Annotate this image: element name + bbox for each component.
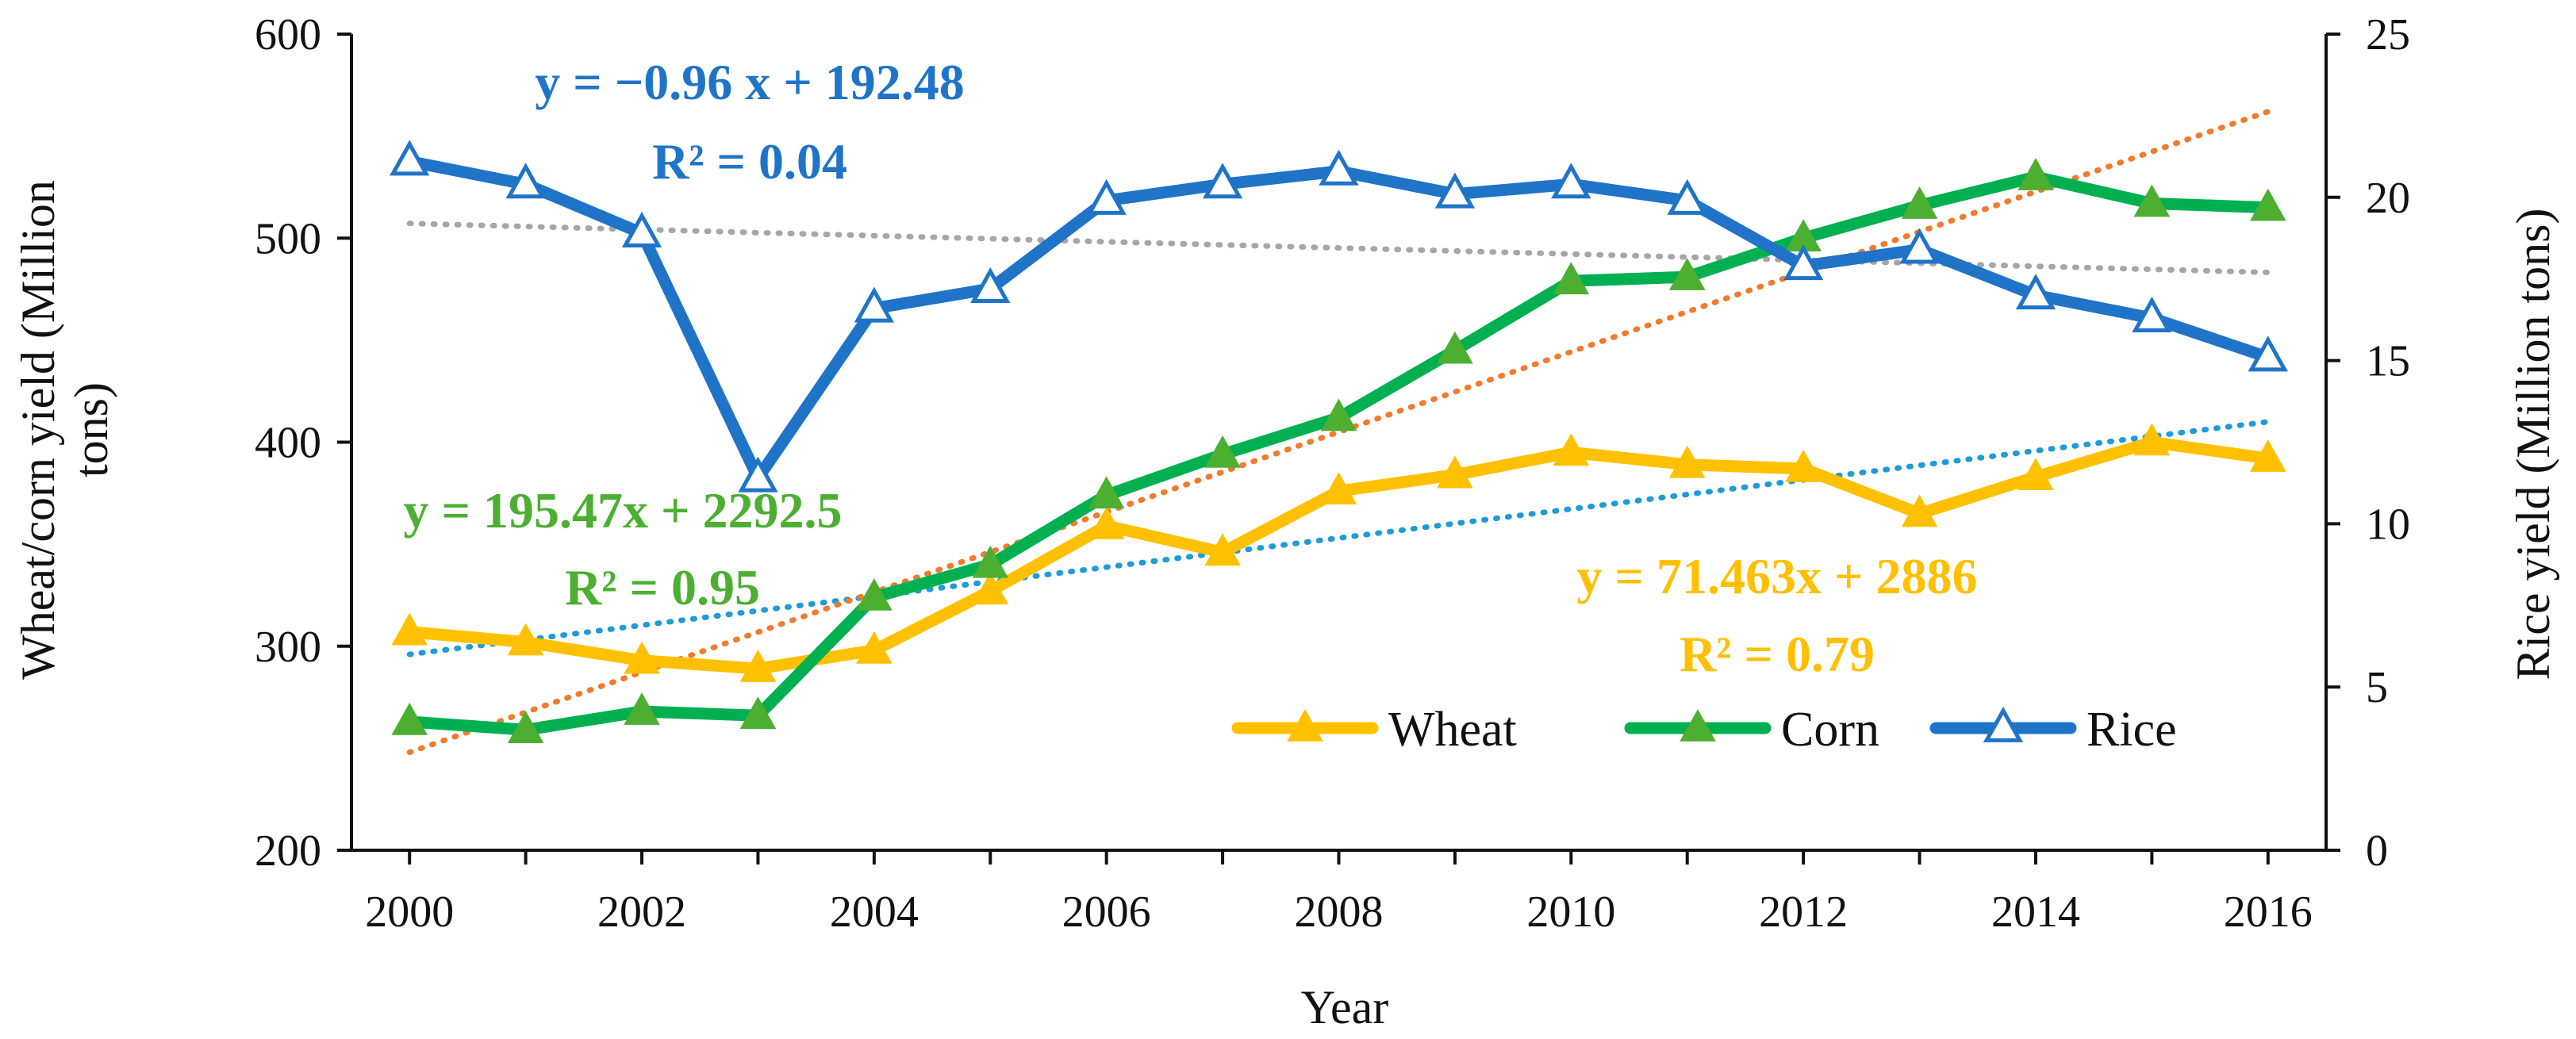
corn-point: [2249, 188, 2286, 221]
corn-point: [1437, 331, 1473, 364]
y-tick-label: 300: [255, 623, 321, 672]
rice-point: [2015, 274, 2056, 310]
corn-trend-r2: R² = 0.95: [565, 559, 760, 615]
rice-point: [505, 163, 546, 199]
wheat-point: [856, 631, 893, 664]
y-tick-label: 200: [255, 826, 321, 876]
wheat-point: [624, 641, 660, 674]
corn-line: [403, 171, 2275, 736]
wheat-point: [972, 572, 1009, 605]
rice-point: [1434, 172, 1476, 209]
y-axis-title-line2: tons): [65, 382, 117, 477]
corn-point: [1320, 398, 1357, 431]
corn-point: [1204, 435, 1241, 468]
rice-point: [1202, 163, 1243, 199]
wheat-point: [1088, 506, 1125, 539]
wheat-trend-r2: R² = 0.79: [1680, 626, 1875, 682]
wheat-point: [2249, 439, 2286, 472]
corn-point: [624, 692, 660, 725]
rice-point: [738, 456, 778, 493]
rice-point: [970, 266, 1011, 303]
rice-point: [390, 140, 430, 176]
rice-trendline: [406, 220, 2271, 275]
wheat-point: [507, 623, 544, 656]
corn-point: [972, 545, 1009, 578]
y2-tick-label: 0: [2366, 826, 2388, 876]
wheat-point: [1320, 472, 1357, 505]
wheat-point: [391, 612, 428, 646]
y2-tick-label: 15: [2366, 337, 2410, 386]
rice-trend-r2: R² = 0.04: [652, 133, 847, 190]
y2-tick-label: 10: [2366, 500, 2410, 549]
trendlines: [406, 109, 2271, 756]
x-tick-label: 2002: [597, 888, 686, 937]
wheat-point: [739, 650, 777, 682]
wheat-point: [1437, 455, 1473, 489]
wheat-point: [1785, 449, 1822, 482]
x-tick-label: 2004: [830, 888, 919, 937]
y2-tick-label: 25: [2366, 10, 2410, 59]
legend-rice-label: Rice: [2087, 703, 2177, 757]
legend-corn-label: Corn: [1781, 703, 1879, 757]
corn-point: [2017, 158, 2054, 190]
rice-point: [1783, 244, 1824, 281]
y-tick-label: 500: [255, 214, 321, 263]
rice-point: [1319, 149, 1359, 186]
wheat-point: [1901, 494, 1938, 527]
corn-point: [1553, 262, 1590, 295]
corn-point: [739, 696, 777, 730]
data-series: [390, 140, 2288, 744]
legend-wheat-marker: [1287, 709, 1323, 742]
corn-point: [1901, 186, 1938, 219]
rice-point: [1551, 163, 1591, 199]
legend-rice-marker: [1983, 706, 2024, 742]
corn-point: [391, 702, 428, 735]
rice-point: [1086, 178, 1127, 215]
rice-point: [2132, 296, 2172, 332]
legend: Wheat Corn Rice: [1231, 703, 2177, 757]
y2-tick-label: 5: [2366, 663, 2388, 712]
x-tick-label: 2006: [1062, 888, 1151, 937]
wheat-point: [1204, 533, 1241, 566]
rice-point: [621, 211, 662, 247]
wheat-point: [2133, 423, 2171, 456]
corn-point: [856, 578, 893, 611]
axes: 200 300 400 500 600 0 5 10 15 20 25 2000 2002 2004 200…: [255, 10, 2410, 937]
corn-trend-equation: y = 195.47x + 2292.5: [404, 482, 843, 539]
rice-trend-equation: y = −0.96 x + 192.48: [535, 54, 964, 110]
y-axis-title-line1: Wheat/corn yield (Million: [12, 180, 64, 680]
y-tick-label: 400: [255, 419, 321, 468]
rice-point: [2248, 335, 2288, 372]
wheat-point: [1668, 445, 1706, 478]
x-tick-label: 2008: [1295, 888, 1384, 937]
corn-point: [1785, 219, 1822, 252]
annotations: Year Wheat/corn yield (Million tons) Ric…: [12, 54, 2559, 1033]
legend-wheat-label: Wheat: [1388, 703, 1517, 757]
y-tick-label: 600: [255, 10, 321, 59]
rice-point: [1667, 178, 1707, 215]
x-tick-label: 2000: [365, 888, 454, 937]
wheat-trendline: [406, 419, 2271, 658]
corn-trendline: [406, 109, 2271, 756]
corn-point: [507, 711, 544, 744]
x-tick-label: 2012: [1759, 888, 1848, 937]
wheat-trend-equation: y = 71.463x + 2886: [1577, 548, 1978, 604]
x-tick-label: 2014: [1991, 888, 2080, 937]
corn-point: [2133, 184, 2171, 217]
y2-axis-title: Rice yield (Million tons): [2507, 209, 2559, 681]
rice-point: [854, 286, 895, 323]
x-tick-label: 2016: [2224, 888, 2313, 937]
legend-corn-marker: [1680, 709, 1716, 742]
corn-point: [1668, 258, 1706, 290]
rice-point: [1899, 228, 1940, 264]
wheat-point: [1553, 433, 1590, 466]
wheat-point: [2017, 458, 2054, 491]
y2-tick-label: 20: [2366, 174, 2410, 223]
x-tick-label: 2010: [1526, 888, 1615, 937]
x-axis-title: Year: [1301, 981, 1389, 1033]
corn-point: [1088, 476, 1125, 509]
